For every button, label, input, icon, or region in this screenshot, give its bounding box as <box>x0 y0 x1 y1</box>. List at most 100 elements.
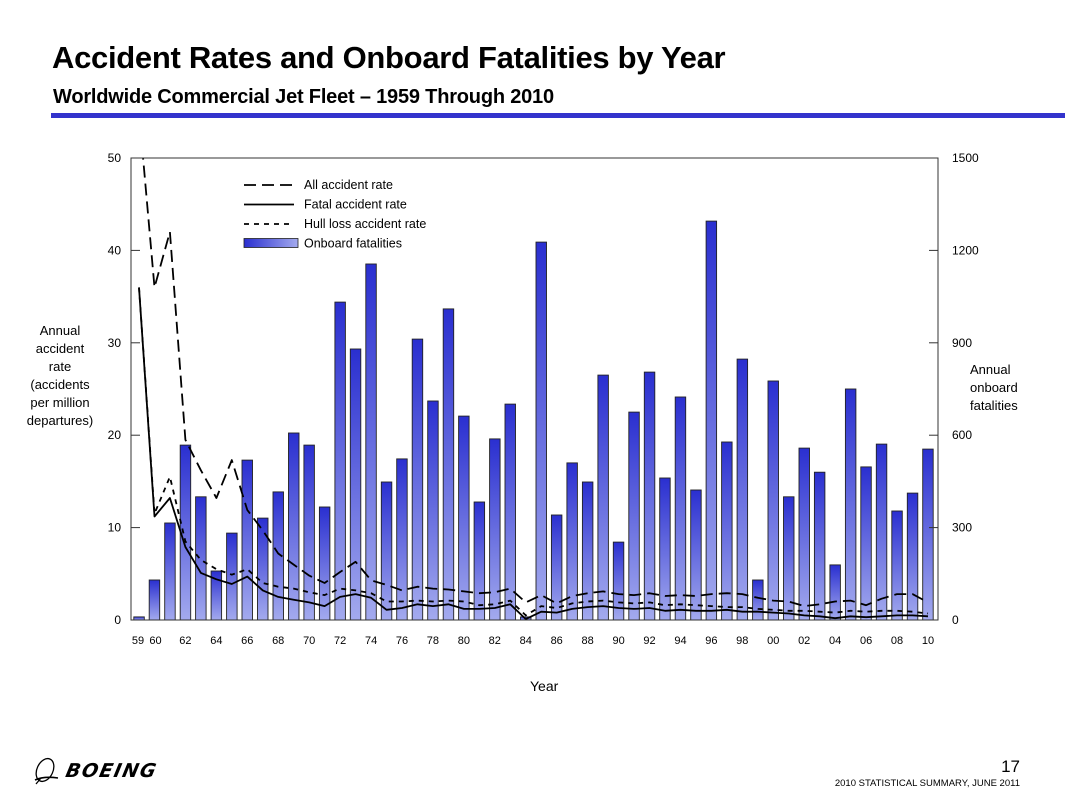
y-tick-label: 40 <box>108 243 122 257</box>
bar-1967 <box>257 517 269 621</box>
x-tick-label: 94 <box>674 635 686 647</box>
x-tick-label: 72 <box>334 635 346 647</box>
page-title: Accident Rates and Onboard Fatalities by… <box>52 40 726 75</box>
bar-1974 <box>365 263 377 621</box>
page-subtitle: Worldwide Commercial Jet Fleet – 1959 Th… <box>53 86 554 108</box>
y2-tick-label: 0 <box>952 613 959 627</box>
x-axis-label: Year <box>530 678 559 694</box>
bar-1976 <box>396 458 408 621</box>
y-tick-label: 20 <box>108 428 122 442</box>
bar-1969 <box>288 432 300 621</box>
line-hull-loss-accident-rate <box>138 287 929 617</box>
x-tick-label: 78 <box>427 635 439 647</box>
bar-2009 <box>906 492 919 621</box>
x-tick-label: 84 <box>520 635 532 647</box>
bar-1995 <box>690 489 702 621</box>
logo-text: BOEING <box>63 760 160 782</box>
y-tick-label: 10 <box>108 521 122 535</box>
y-label-line: Annual <box>39 323 81 338</box>
legend: All accident rate Fatal accident rate Hull… <box>243 178 426 251</box>
x-tick-label: 82 <box>489 635 501 647</box>
x-tick-label: 88 <box>581 635 593 647</box>
bar-1992 <box>643 371 656 621</box>
y-label-line: rate <box>48 359 72 374</box>
bar-1978 <box>427 400 439 621</box>
bar-2006 <box>860 466 872 621</box>
bar-1966 <box>241 459 253 621</box>
y-axis-right-label: Annual onboard fatalities <box>970 361 1018 415</box>
y2-tick-label: 1500 <box>952 151 979 165</box>
title-rule <box>51 113 1065 118</box>
legend-label: Onboard fatalities <box>304 237 402 251</box>
bar-1965 <box>226 532 238 621</box>
bar-1988 <box>581 481 594 621</box>
boeing-logo: BOEING <box>32 754 160 788</box>
y-axis-left-label: Annual accident rate (accidents per mill… <box>10 322 110 430</box>
x-tick-label: 98 <box>736 635 748 647</box>
bar-1999 <box>752 579 764 621</box>
x-tick-label: 80 <box>458 635 470 647</box>
bar-1961 <box>164 522 176 621</box>
bar-2010 <box>922 448 934 621</box>
x-tick-label: 60 <box>149 635 161 647</box>
x-tick-label: 92 <box>643 635 655 647</box>
x-tick-label: 96 <box>705 635 717 647</box>
bar-1981 <box>473 501 486 621</box>
y-label-line: (accidents <box>30 377 90 392</box>
x-tick-label: 04 <box>829 635 841 647</box>
x-tick-label: 02 <box>798 635 810 647</box>
footer-note: 2010 STATISTICAL SUMMARY, JUNE 2011 <box>834 778 1020 789</box>
line-fatal-accident-rate <box>138 287 929 620</box>
bar-1983 <box>504 403 516 621</box>
page-number: 17 <box>1001 757 1020 776</box>
y2-tick-label: 1200 <box>952 243 979 257</box>
bar-series-onboard-fatalities <box>133 220 934 621</box>
y2-tick-label: 900 <box>952 336 972 350</box>
bar-2002 <box>798 447 810 621</box>
y2-tick-label: 300 <box>952 521 972 535</box>
plot-frame <box>130 157 939 621</box>
bar-1977 <box>411 338 424 621</box>
line-all-accident-rate <box>142 158 929 607</box>
bar-1986 <box>550 514 563 621</box>
x-tick-label: 86 <box>551 635 563 647</box>
bar-1980 <box>458 415 470 621</box>
bar-1987 <box>566 462 578 621</box>
x-tick-label: 62 <box>179 635 191 647</box>
y-label-line: departures) <box>26 413 94 428</box>
y-tick-label: 30 <box>108 336 122 350</box>
legend-label: Hull loss accident rate <box>304 217 426 231</box>
bar-1962 <box>179 444 192 621</box>
x-tick-label: 90 <box>612 635 624 647</box>
bar-1963 <box>195 496 207 621</box>
y-tick-label: 50 <box>108 151 122 165</box>
bar-2007 <box>875 443 888 621</box>
y-label-line: per million <box>30 395 90 410</box>
x-tick-label: 74 <box>365 635 377 647</box>
y2-label-line: fatalities <box>970 398 1018 413</box>
bar-1993 <box>659 477 671 621</box>
bar-2003 <box>813 471 826 621</box>
x-tick-label: 06 <box>860 635 872 647</box>
bar-1985 <box>535 241 547 621</box>
legend-swatch-onboard-fatalities <box>243 238 299 248</box>
y2-label-line: onboard <box>970 380 1018 395</box>
bar-1979 <box>442 308 455 621</box>
x-tick-label: 10 <box>922 635 934 647</box>
axes: 0 10 20 30 40 50 0 300 600 900 1200 1500 59 60 62 64 66 6… <box>108 151 979 647</box>
bar-2005 <box>844 388 857 621</box>
bar-2001 <box>783 496 795 621</box>
line-series-group <box>138 158 929 620</box>
legend-label: All accident rate <box>304 178 393 192</box>
x-tick-label: 68 <box>272 635 284 647</box>
bar-1998 <box>736 358 749 621</box>
bar-1973 <box>349 348 362 621</box>
x-tick-label: 08 <box>891 635 903 647</box>
y2-label-line: Annual <box>970 362 1011 377</box>
x-tick-label: 64 <box>210 635 222 647</box>
bar-1960 <box>148 579 161 621</box>
y-label-line: accident <box>35 341 85 356</box>
x-tick-label: 66 <box>241 635 253 647</box>
bar-2000 <box>767 380 779 621</box>
